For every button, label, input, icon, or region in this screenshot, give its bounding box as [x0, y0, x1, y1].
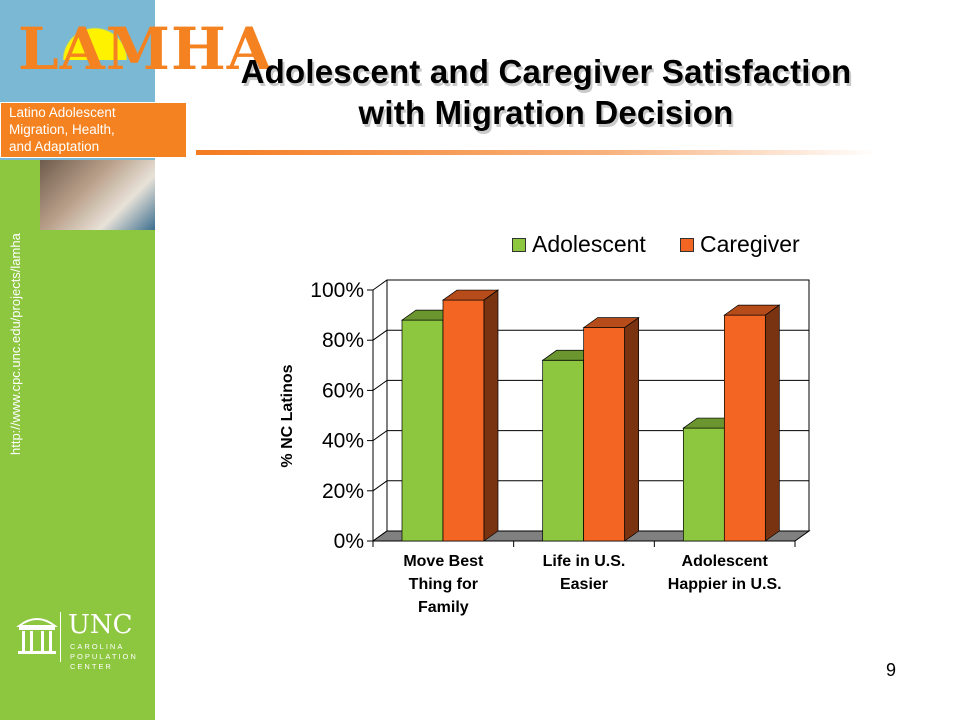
gridline-side	[372, 430, 388, 442]
bar-caregiver-front	[723, 314, 766, 542]
gridline-side	[372, 279, 388, 291]
bar-caregiver-side	[624, 316, 640, 542]
bar-adolescent-front	[542, 359, 585, 542]
x-category-label: Life in U.S.	[543, 553, 626, 570]
gridline-side	[372, 480, 388, 492]
bar-caregiver-front	[442, 299, 485, 542]
unc-subline: CAROLINA	[70, 642, 125, 651]
gridline-side	[372, 379, 388, 391]
page-number: 9	[886, 660, 897, 680]
x-category-label: Move Best	[403, 553, 484, 570]
logo-divider	[60, 612, 61, 662]
y-tick-label: 40%	[322, 430, 364, 453]
title-shadow: with Migration Decision	[360, 97, 736, 134]
old-well-icon	[16, 618, 58, 654]
logo-band-line: and Adaptation	[9, 139, 100, 154]
x-category-label: Easier	[560, 576, 608, 593]
bar-caregiver-front	[583, 327, 626, 542]
slide-title-line-2: with Migration Decision	[358, 94, 734, 131]
gridline-side	[372, 329, 388, 341]
title-underline	[196, 150, 876, 155]
logo-band-line: Migration, Health,	[9, 122, 115, 137]
y-tick-label: 20%	[322, 480, 364, 503]
adolescents-photo	[40, 160, 155, 230]
x-category-label: Happier in U.S.	[668, 576, 782, 593]
logo-band-line: Latino Adolescent	[9, 105, 116, 120]
bar-caregiver-side	[764, 304, 780, 542]
y-tick-label: 60%	[322, 379, 364, 402]
bar-adolescent-front	[401, 319, 444, 542]
slide-title-line-1: Adolescent and Caregiver Satisfaction	[240, 53, 852, 90]
bar-adolescent-front	[682, 427, 725, 542]
bar-caregiver-side	[483, 289, 499, 542]
title-shadow: Adolescent and Caregiver Satisfaction	[242, 56, 854, 93]
legend-swatch-adolescent	[512, 238, 526, 252]
legend-label-caregiver: Caregiver	[700, 231, 800, 257]
lamha-subtitle-band: Latino Adolescent Migration, Health, and…	[0, 102, 187, 158]
unc-wordmark: UNC	[68, 610, 133, 640]
y-axis-label: % NC Latinos	[279, 364, 296, 467]
y-tick-label: 80%	[322, 329, 364, 352]
x-category-label: Thing for	[409, 576, 478, 593]
x-category-label: Adolescent	[682, 553, 769, 570]
unc-subline: POPULATION	[70, 652, 138, 661]
unc-subline: CENTER	[70, 662, 113, 671]
legend-label-adolescent: Adolescent	[532, 231, 646, 257]
legend-swatch-caregiver	[680, 238, 694, 252]
y-tick-label: 100%	[310, 279, 364, 302]
sun-icon	[40, 0, 150, 60]
x-category-label: Family	[418, 599, 469, 616]
y-tick-label: 0%	[334, 530, 364, 553]
